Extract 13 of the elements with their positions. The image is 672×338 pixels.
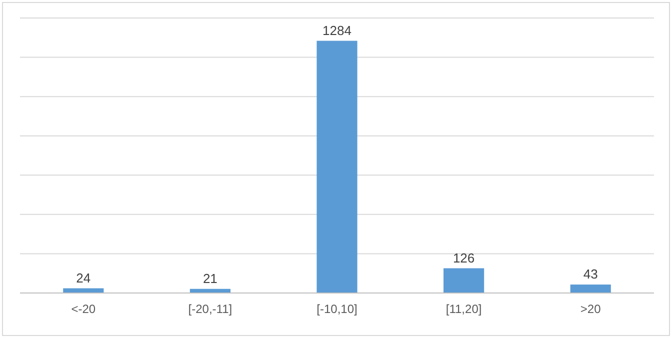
data-label: 21 — [202, 270, 218, 286]
bar — [444, 268, 484, 293]
data-label: 43 — [583, 266, 598, 282]
bar — [570, 284, 611, 293]
data-label: 1284 — [322, 22, 352, 38]
x-tick-label: [-20,-11] — [188, 302, 232, 316]
x-tick-label: [11,20] — [446, 302, 482, 316]
x-tick-label: <-20 — [71, 302, 96, 316]
data-label: 24 — [76, 270, 91, 286]
bar — [316, 40, 358, 293]
x-tick-label: [-10,10] — [316, 302, 358, 316]
data-label: 126 — [452, 250, 475, 266]
x-tick-label: >20 — [580, 302, 602, 316]
